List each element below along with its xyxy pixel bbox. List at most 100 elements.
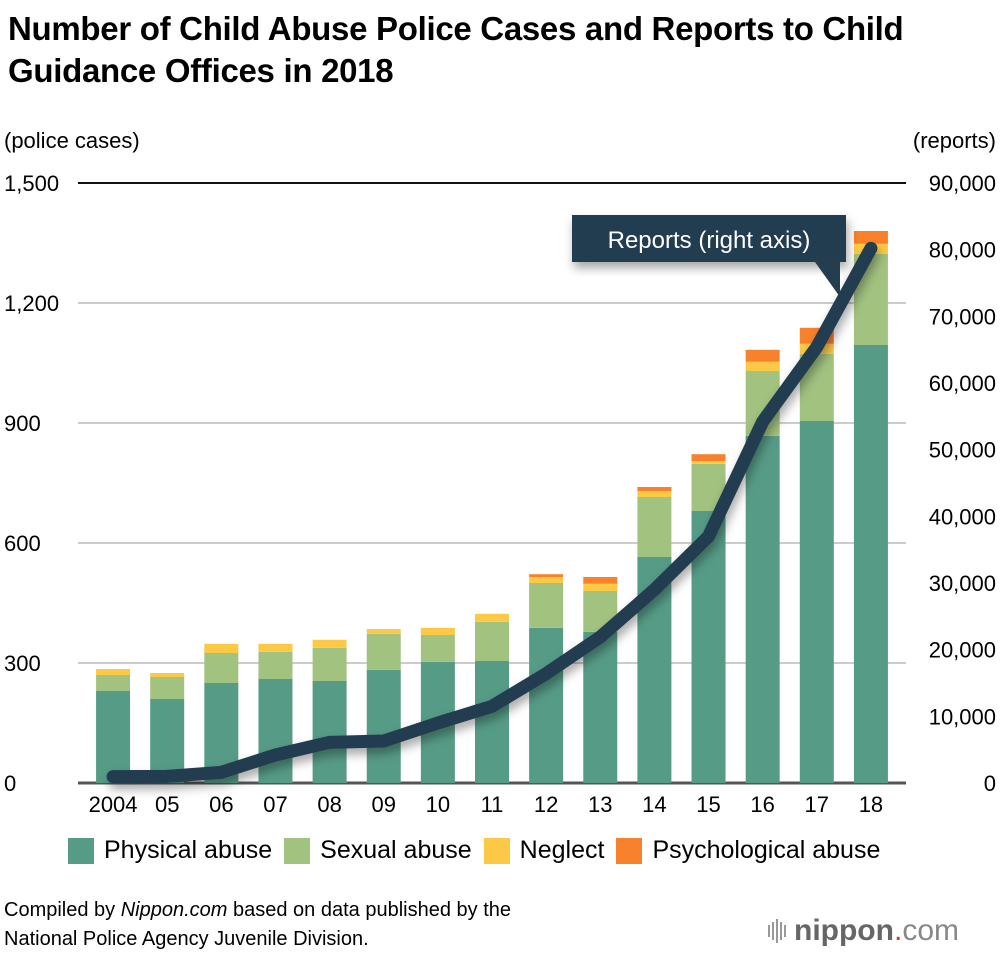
source-publisher: Nippon.com — [120, 899, 228, 921]
bar-neglect — [529, 577, 564, 583]
x-tick-label: 12 — [534, 792, 558, 817]
source-line2: National Police Agency Juvenile Division… — [4, 928, 369, 950]
left-tick-label: 1,200 — [4, 291, 59, 316]
bar-psychological-abuse — [529, 574, 564, 577]
bar-neglect — [583, 583, 618, 591]
legend-item-psychological: Psychological abuse — [616, 836, 880, 865]
x-tick-label: 15 — [696, 792, 720, 817]
x-tick-label: 07 — [263, 792, 287, 817]
x-tick-label: 05 — [155, 792, 179, 817]
bar-neglect — [312, 639, 347, 648]
legend-label-physical: Physical abuse — [104, 836, 273, 864]
x-tick-label: 2004 — [89, 792, 138, 817]
bar-psychological-abuse — [691, 454, 726, 461]
legend-label-psychological: Psychological abuse — [652, 836, 881, 864]
logo-main: nippon — [794, 914, 894, 947]
bar-sexual-abuse — [258, 651, 293, 679]
bar-sexual-abuse — [475, 621, 509, 661]
left-axis-label: (police cases) — [4, 128, 140, 153]
right-tick-label: 10,000 — [929, 704, 996, 729]
bar-neglect — [366, 629, 401, 634]
logo-bars-icon — [768, 919, 788, 943]
bar-sexual-abuse — [420, 635, 455, 662]
legend-swatch-sexual — [284, 837, 311, 864]
right-tick-label: 20,000 — [929, 638, 996, 663]
x-tick-label: 18 — [859, 792, 883, 817]
bar-neglect — [475, 613, 509, 622]
bar-physical-abuse — [475, 661, 509, 783]
callout-box — [572, 215, 846, 262]
right-tick-label: 70,000 — [929, 304, 996, 329]
legend-label-neglect: Neglect — [519, 836, 605, 864]
bar-psychological-abuse — [583, 577, 618, 584]
x-tick-label: 16 — [750, 792, 774, 817]
bar-neglect — [258, 643, 293, 652]
bar-neglect — [204, 643, 239, 653]
source-prefix: Compiled by — [4, 899, 121, 921]
bar-sexual-abuse — [312, 647, 347, 681]
right-axis-label: (reports) — [913, 128, 996, 153]
callout-pointer — [810, 255, 840, 297]
bar-physical-abuse — [799, 421, 834, 783]
right-tick-label: 50,000 — [929, 438, 996, 463]
bar-sexual-abuse — [529, 583, 564, 628]
legend-swatch-psychological — [616, 837, 643, 864]
bar-physical-abuse — [853, 345, 888, 783]
bar-psychological-abuse — [853, 231, 888, 244]
x-tick-label: 11 — [481, 792, 504, 817]
bar-physical-abuse — [312, 681, 347, 783]
right-tick-label: 40,000 — [929, 504, 996, 529]
bar-neglect — [96, 669, 131, 675]
x-tick-label: 06 — [209, 792, 233, 817]
left-tick-label: 900 — [4, 411, 41, 436]
legend-item-neglect: Neglect — [483, 836, 605, 865]
legend: Physical abuse Sexual abuse Neglect Psyc… — [68, 836, 892, 865]
callout-text: Reports (right axis) — [608, 227, 811, 254]
legend-item-sexual: Sexual abuse — [284, 836, 472, 865]
x-tick-label: 08 — [317, 792, 341, 817]
x-tick-label: 10 — [426, 792, 450, 817]
left-tick-label: 300 — [4, 651, 41, 676]
bar-sexual-abuse — [96, 675, 131, 691]
right-tick-label: 0 — [984, 771, 996, 796]
left-tick-label: 0 — [4, 771, 16, 796]
bar-neglect — [150, 673, 185, 677]
left-tick-label: 1,500 — [4, 171, 59, 196]
source-note: Compiled by Nippon.com based on data pub… — [4, 896, 511, 954]
right-tick-label: 80,000 — [929, 238, 996, 263]
x-tick-label: 14 — [642, 792, 666, 817]
right-tick-label: 90,000 — [929, 171, 996, 196]
source-suffix: based on data published by the — [227, 899, 511, 921]
bar-sexual-abuse — [204, 653, 239, 683]
bar-psychological-abuse — [637, 487, 672, 491]
bar-physical-abuse — [745, 435, 780, 783]
x-tick-label: 09 — [371, 792, 395, 817]
bar-sexual-abuse — [150, 677, 185, 699]
legend-swatch-neglect — [483, 837, 510, 864]
bar-physical-abuse — [258, 679, 293, 783]
chart-area: (police cases) (reports) 0 300 600 900 1,200… — [4, 128, 996, 817]
left-tick-label: 600 — [4, 531, 41, 556]
bar-sexual-abuse — [366, 633, 401, 670]
legend-item-physical: Physical abuse — [68, 836, 272, 865]
bar-neglect — [637, 491, 672, 497]
bar-neglect — [691, 461, 726, 464]
right-tick-label: 30,000 — [929, 571, 996, 596]
x-tick-label: 13 — [588, 792, 612, 817]
bar-physical-abuse — [529, 627, 564, 783]
right-tick-label: 60,000 — [929, 371, 996, 396]
logo-tld: com — [902, 914, 959, 947]
bar-neglect — [420, 627, 455, 635]
bar-physical-abuse — [583, 631, 618, 783]
x-tick-label: 17 — [805, 792, 829, 817]
bar-psychological-abuse — [745, 349, 780, 362]
bar-physical-abuse — [96, 691, 131, 783]
legend-swatch-physical — [68, 837, 94, 864]
bar-physical-abuse — [366, 669, 401, 783]
chart-title: Number of Child Abuse Police Cases and R… — [8, 10, 904, 89]
nippon-logo: nippon. com — [768, 914, 959, 948]
logo-dot: . — [893, 914, 903, 947]
bar-sexual-abuse — [637, 497, 672, 557]
bar-neglect — [745, 361, 780, 371]
reports-callout: Reports (right axis) — [572, 215, 846, 297]
